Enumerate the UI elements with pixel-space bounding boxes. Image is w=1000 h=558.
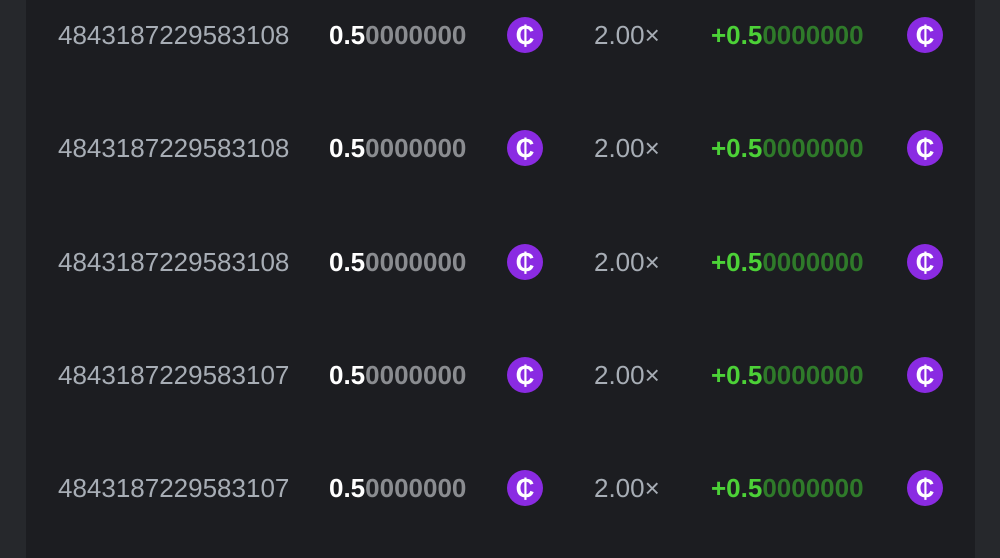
profit-trailing-zeros: 0000000 xyxy=(762,473,864,503)
table-row[interactable]: 4843187229583108 0.50000000 ₵ 2.00× +0.50000… xyxy=(26,232,975,292)
amount-trailing-zeros: 0000000 xyxy=(365,133,467,163)
table-row[interactable]: 4843187229583107 0.50000000 ₵ 2.00× +0.50000… xyxy=(26,345,975,405)
cent-coin-icon: ₵ xyxy=(907,470,943,506)
cent-coin-icon: ₵ xyxy=(507,357,543,393)
amount-trailing-zeros: 0000000 xyxy=(365,360,467,390)
profit: +0.50000000 xyxy=(711,360,864,390)
bet-id[interactable]: 4843187229583107 xyxy=(58,360,290,390)
amount-significant: 0.5 xyxy=(329,247,366,277)
cent-coin-icon: ₵ xyxy=(907,357,943,393)
bet-amount: 0.50000000 xyxy=(329,133,466,163)
profit: +0.50000000 xyxy=(711,247,864,277)
bet-id[interactable]: 4843187229583108 xyxy=(58,133,290,163)
cent-coin-icon: ₵ xyxy=(507,130,543,166)
cent-coin-icon: ₵ xyxy=(907,244,943,280)
amount-trailing-zeros: 0000000 xyxy=(365,20,467,50)
profit-significant: +0.5 xyxy=(711,20,763,50)
profit: +0.50000000 xyxy=(711,473,864,503)
profit-trailing-zeros: 0000000 xyxy=(762,360,864,390)
amount-significant: 0.5 xyxy=(329,133,366,163)
profit-trailing-zeros: 0000000 xyxy=(762,20,864,50)
profit-trailing-zeros: 0000000 xyxy=(762,133,864,163)
multiplier: 2.00× xyxy=(594,473,660,503)
cent-coin-icon: ₵ xyxy=(507,17,543,53)
bet-amount: 0.50000000 xyxy=(329,20,466,50)
cent-coin-icon: ₵ xyxy=(907,130,943,166)
profit: +0.50000000 xyxy=(711,20,864,50)
bet-amount: 0.50000000 xyxy=(329,360,466,390)
bet-amount: 0.50000000 xyxy=(329,247,466,277)
amount-significant: 0.5 xyxy=(329,473,366,503)
multiplier: 2.00× xyxy=(594,247,660,277)
bets-table: 4843187229583108 0.50000000 ₵ 2.00× +0.50000… xyxy=(26,0,975,558)
table-row[interactable]: 4843187229583107 0.50000000 ₵ 2.00× +0.50000… xyxy=(26,458,975,518)
amount-significant: 0.5 xyxy=(329,20,366,50)
amount-trailing-zeros: 0000000 xyxy=(365,473,467,503)
bet-id[interactable]: 4843187229583108 xyxy=(58,247,290,277)
cent-coin-icon: ₵ xyxy=(907,17,943,53)
profit-significant: +0.5 xyxy=(711,473,763,503)
bet-id[interactable]: 4843187229583108 xyxy=(58,20,290,50)
cent-coin-icon: ₵ xyxy=(507,470,543,506)
profit-significant: +0.5 xyxy=(711,360,763,390)
amount-significant: 0.5 xyxy=(329,360,366,390)
bet-id[interactable]: 4843187229583107 xyxy=(58,473,290,503)
profit-significant: +0.5 xyxy=(711,133,763,163)
table-row[interactable]: 4843187229583108 0.50000000 ₵ 2.00× +0.50000… xyxy=(26,5,975,65)
profit-significant: +0.5 xyxy=(711,247,763,277)
bet-amount: 0.50000000 xyxy=(329,473,466,503)
profit: +0.50000000 xyxy=(711,133,864,163)
profit-trailing-zeros: 0000000 xyxy=(762,247,864,277)
amount-trailing-zeros: 0000000 xyxy=(365,247,467,277)
cent-coin-icon: ₵ xyxy=(507,244,543,280)
multiplier: 2.00× xyxy=(594,20,660,50)
multiplier: 2.00× xyxy=(594,360,660,390)
table-row[interactable]: 4843187229583108 0.50000000 ₵ 2.00× +0.50000… xyxy=(26,118,975,178)
multiplier: 2.00× xyxy=(594,133,660,163)
